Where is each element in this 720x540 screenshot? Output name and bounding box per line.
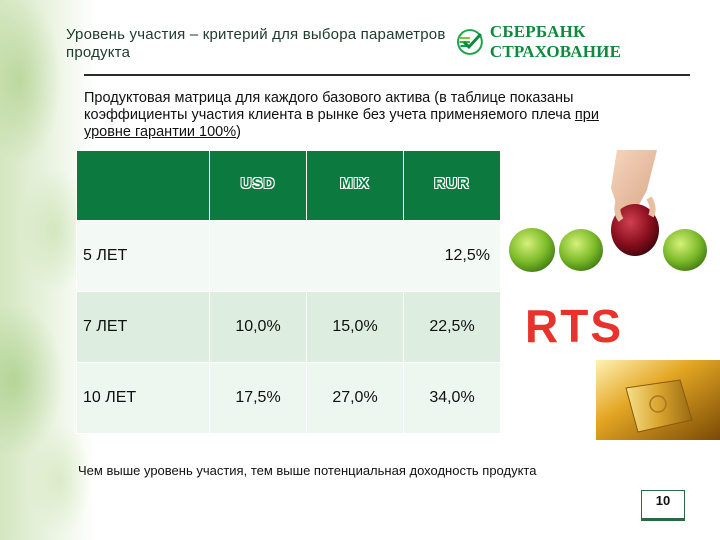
row-label: 10 ЛЕТ — [76, 362, 210, 434]
page-number-underline — [641, 518, 685, 521]
row-label: 7 ЛЕТ — [76, 291, 210, 363]
header-cell: MIX — [306, 150, 404, 221]
table-cell: 17,5% — [209, 362, 307, 434]
sberbank-check-icon — [456, 29, 483, 55]
product-matrix-table: USD MIX RUR 5 ЛЕТ 12,5% 7 ЛЕТ 10,0% 15,0… — [76, 150, 501, 434]
page-number: 10 — [641, 490, 685, 520]
header-divider — [84, 74, 690, 76]
table-cell: 34,0% — [403, 362, 501, 434]
intro-text-end: ) — [236, 124, 241, 140]
intro-text: Продуктовая матрица для каждого базового… — [84, 90, 624, 141]
header-cell: USD — [209, 150, 307, 221]
table-row: 10 ЛЕТ 17,5% 27,0% 34,0% — [76, 362, 501, 434]
sberbank-logo: СБЕРБАНК СТРАХОВАНИЕ — [456, 22, 720, 62]
table-cell: 10,0% — [209, 291, 307, 363]
table-cell: 15,0% — [306, 291, 404, 363]
column-header-mix: MIX — [340, 174, 370, 192]
logo-text: СБЕРБАНК СТРАХОВАНИЕ — [489, 22, 622, 61]
column-header-rur: RUR — [434, 174, 470, 192]
table-cell: 22,5% — [403, 291, 501, 363]
slide-title: Уровень участия – критерий для выбора па… — [66, 26, 446, 61]
intro-underlined: при уровне гарантии 100% — [84, 107, 599, 140]
header-empty-cell — [76, 150, 210, 221]
apples-image — [509, 150, 707, 272]
merged-value-cell: 12,5% — [209, 220, 501, 292]
rts-logo-text: RTS — [525, 300, 623, 352]
table-row: 5 ЛЕТ 12,5% — [76, 220, 501, 292]
table-row: 7 ЛЕТ 10,0% 15,0% 22,5% — [76, 291, 501, 363]
column-header-usd: USD — [240, 174, 276, 192]
intro-text-main: Продуктовая матрица для каждого базового… — [84, 90, 575, 123]
rts-logo: RTS — [525, 303, 623, 349]
footer-note: Чем выше уровень участия, тем выше потен… — [78, 463, 537, 478]
header-cell: RUR — [403, 150, 501, 221]
row-label: 5 ЛЕТ — [76, 220, 210, 292]
gold-bar-image — [596, 360, 720, 440]
table-header-row: USD MIX RUR — [76, 150, 501, 221]
table-cell: 27,0% — [306, 362, 404, 434]
